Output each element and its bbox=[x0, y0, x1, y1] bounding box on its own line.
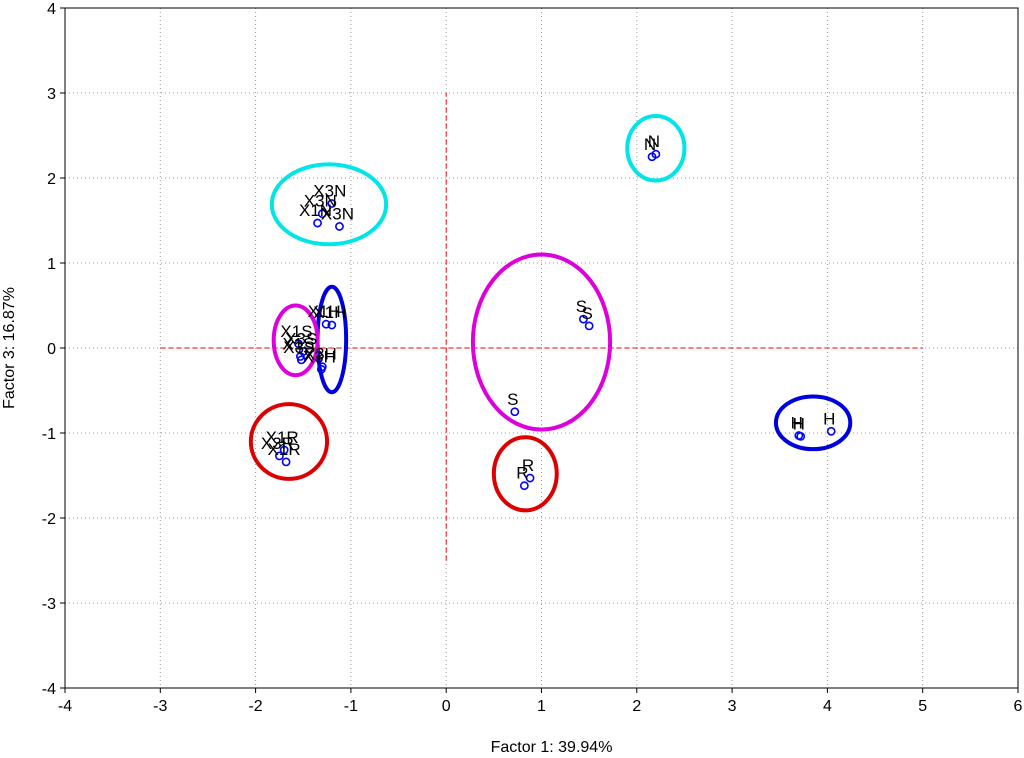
data-point bbox=[327, 320, 337, 330]
point-label: X3N bbox=[321, 204, 354, 223]
data-point bbox=[510, 407, 520, 417]
data-point bbox=[317, 209, 327, 219]
reference-lines bbox=[160, 93, 923, 561]
x-tick-label: -4 bbox=[58, 698, 72, 715]
point-label: S bbox=[507, 390, 518, 409]
ellipse-N-cluster-left bbox=[269, 162, 389, 247]
ellipse-S-cluster-right bbox=[470, 252, 613, 432]
data-point bbox=[313, 218, 322, 228]
data-point bbox=[281, 457, 291, 467]
point-label: X1R bbox=[268, 440, 301, 459]
data-point bbox=[525, 473, 535, 483]
point-label: H bbox=[823, 409, 835, 428]
data-point bbox=[327, 199, 337, 208]
y-tick-label: 4 bbox=[47, 1, 56, 18]
y-tick-label: 2 bbox=[47, 171, 56, 188]
ellipse-R-cluster-left bbox=[248, 402, 330, 481]
x-tick-label: -3 bbox=[153, 698, 167, 715]
data-point bbox=[321, 319, 331, 329]
x-tick-label: 4 bbox=[823, 698, 832, 715]
point-label: X3S bbox=[285, 329, 317, 348]
data-point bbox=[651, 149, 661, 159]
point-label: S bbox=[576, 297, 587, 316]
y-tick-label: -3 bbox=[42, 596, 56, 613]
x-tick-label: 3 bbox=[728, 698, 737, 715]
point-label: R bbox=[516, 464, 528, 483]
point-label: X1S bbox=[280, 322, 312, 341]
x-tick-label: 2 bbox=[632, 698, 641, 715]
point-label: X3N bbox=[313, 182, 346, 201]
ellipse-H-cluster-right bbox=[773, 394, 853, 452]
x-tick-label: -1 bbox=[344, 698, 358, 715]
data-point bbox=[579, 314, 588, 324]
x-tick-label: -2 bbox=[248, 698, 262, 715]
x-tick-label: 0 bbox=[442, 698, 451, 715]
point-label: H bbox=[791, 414, 803, 433]
data-point bbox=[279, 445, 289, 455]
ellipse-N-cluster-right bbox=[625, 113, 687, 183]
x-tick-label: 5 bbox=[918, 698, 927, 715]
y-tick-label: 1 bbox=[47, 256, 56, 273]
x-tick-label: 6 bbox=[1014, 698, 1023, 715]
point-label: R bbox=[522, 456, 534, 475]
data-point bbox=[335, 222, 344, 231]
data-points bbox=[275, 149, 836, 491]
cluster-ellipses bbox=[248, 113, 853, 513]
point-label: X3S bbox=[283, 338, 315, 357]
data-point bbox=[275, 451, 284, 461]
point-label: X1H bbox=[308, 302, 341, 321]
point-label: X1N bbox=[299, 201, 332, 220]
data-point bbox=[296, 355, 306, 365]
data-point bbox=[519, 481, 529, 491]
data-point bbox=[316, 364, 326, 374]
point-label: N bbox=[644, 135, 656, 154]
point-label: X1S bbox=[282, 335, 314, 354]
y-axis-title: Factor 3: 16.87% bbox=[1, 287, 18, 409]
ellipse-R-cluster-right bbox=[491, 435, 559, 513]
x-axis-ticks: -4 -3 -2 -1 0 1 2 3 4 5 6 bbox=[58, 688, 1023, 715]
point-label: X3N bbox=[304, 192, 337, 211]
point-label: X1H bbox=[313, 303, 346, 322]
point-label: X1R bbox=[266, 428, 299, 447]
data-point bbox=[826, 426, 836, 436]
ellipse-S-cluster-left bbox=[271, 303, 320, 378]
y-tick-label: 3 bbox=[47, 86, 56, 103]
x-axis-title: Factor 1: 39.94% bbox=[491, 739, 613, 756]
point-label: X3H bbox=[304, 345, 337, 364]
point-labels: X3NX1NX3NX3NNNX1HX1HX3HX3HX1SX3SX1SX3SSS… bbox=[261, 132, 835, 483]
point-label: X3R bbox=[261, 434, 294, 453]
y-tick-label: -1 bbox=[42, 426, 56, 443]
data-point bbox=[796, 431, 806, 441]
data-point bbox=[584, 321, 594, 331]
y-tick-label: 0 bbox=[47, 341, 56, 358]
point-label: H bbox=[793, 414, 805, 433]
y-axis-ticks: -4 -3 -2 -1 0 1 2 3 4 bbox=[42, 1, 65, 698]
point-label: N bbox=[648, 132, 660, 151]
data-point bbox=[294, 339, 303, 349]
point-label: X3H bbox=[303, 347, 336, 366]
y-tick-label: -2 bbox=[42, 511, 56, 528]
y-tick-label: -4 bbox=[42, 681, 56, 698]
point-label: S bbox=[581, 304, 592, 323]
x-tick-label: 1 bbox=[537, 698, 546, 715]
